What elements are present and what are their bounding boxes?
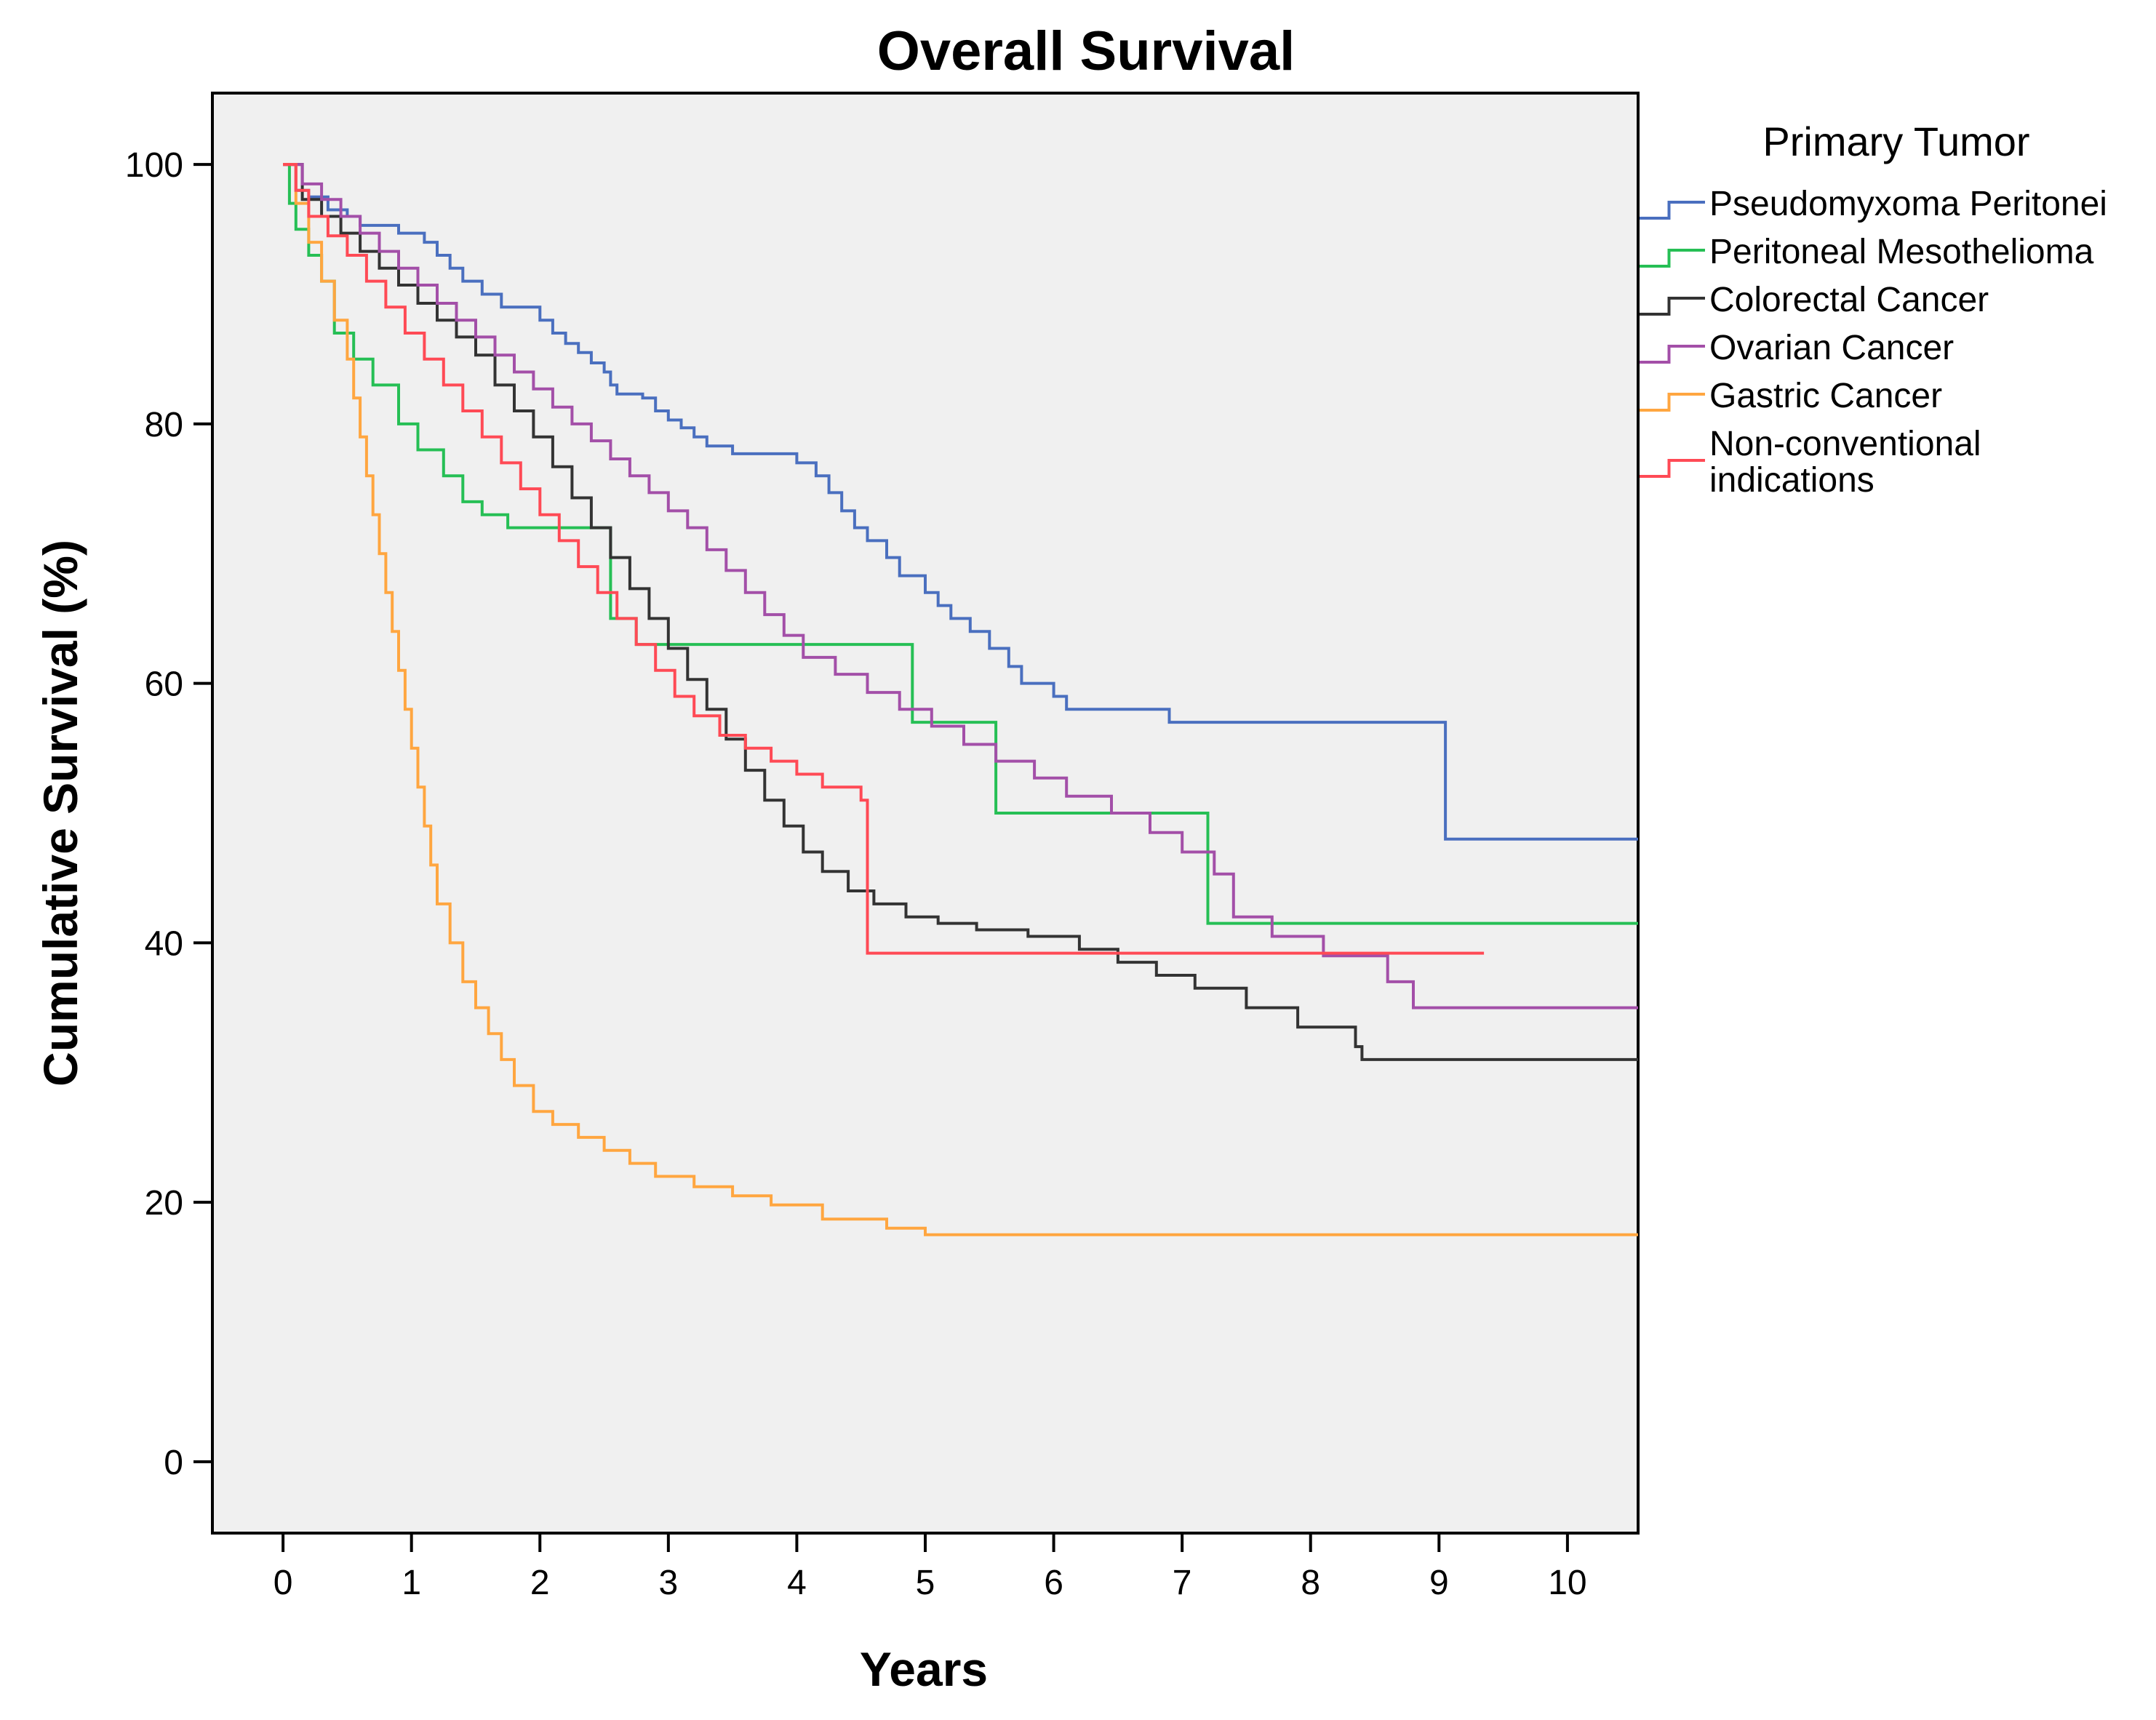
series-line-5: [283, 163, 1485, 955]
y-tick-label: 40: [145, 924, 183, 963]
legend-swatch-3: [1640, 345, 1705, 364]
y-tick-label: 0: [164, 1444, 183, 1482]
legend-label-3: Ovarian Cancer: [1709, 329, 1954, 367]
legend-title: Primary Tumor: [1762, 119, 2029, 164]
legend-label-4: Gastric Cancer: [1709, 377, 1942, 415]
x-tick-label: 10: [1548, 1564, 1586, 1602]
x-tick-label: 7: [1173, 1564, 1192, 1602]
legend-label-5: Non-conventional indications: [1709, 425, 1981, 500]
x-tick-label: 9: [1429, 1564, 1449, 1602]
y-tick-label: 20: [145, 1184, 183, 1223]
legend-swatch-1: [1640, 249, 1705, 268]
legend-swatch-2: [1640, 297, 1705, 316]
x-tick-label: 0: [274, 1564, 293, 1602]
legend-swatch-0: [1640, 201, 1705, 220]
x-tick-label: 6: [1044, 1564, 1063, 1602]
series-line-0: [283, 163, 1638, 841]
series-line-1: [283, 163, 1638, 925]
x-tick-label: 3: [658, 1564, 678, 1602]
chart-title: Overall Survival: [877, 20, 1295, 82]
plot-area: [211, 92, 1640, 1535]
x-tick-label: 8: [1301, 1564, 1320, 1602]
x-tick-label: 1: [402, 1564, 421, 1602]
x-tick-label: 5: [916, 1564, 935, 1602]
series-line-3: [283, 163, 1638, 1009]
y-tick-label: 100: [125, 146, 183, 185]
series-lines: [283, 163, 1638, 1236]
legend-label-1: Peritoneal Mesothelioma: [1709, 233, 2094, 271]
y-tick-label: 80: [145, 406, 183, 444]
y-tick-label: 60: [145, 665, 183, 704]
legend-label-0: Pseudomyxoma Peritonei: [1709, 185, 2107, 223]
legend-swatch-4: [1640, 393, 1705, 412]
series-line-2: [283, 163, 1638, 1061]
x-axis-label: Years: [860, 1642, 988, 1696]
legend-swatch-5: [1640, 459, 1705, 478]
y-axis-label: Cumulative Survival (%): [33, 540, 87, 1087]
x-tick-label: 2: [530, 1564, 550, 1602]
legend: Pseudomyxoma Peritonei Peritoneal Mesothe…: [1640, 185, 2107, 500]
legend-label-2: Colorectal Cancer: [1709, 281, 1989, 319]
x-tick-label: 4: [787, 1564, 807, 1602]
series-line-4: [283, 163, 1638, 1236]
